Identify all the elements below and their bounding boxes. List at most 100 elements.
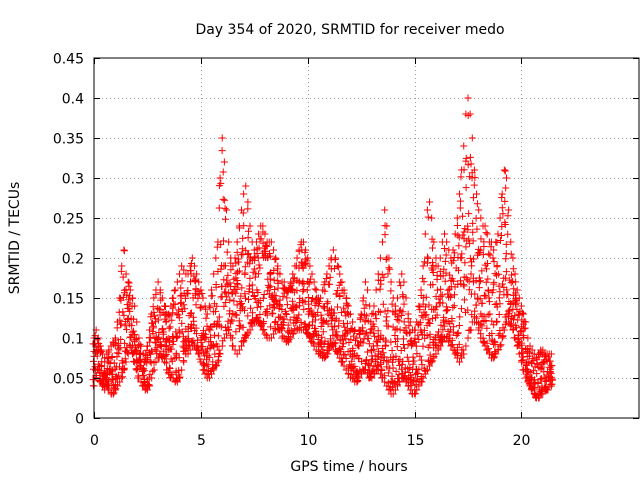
data-point <box>220 262 228 270</box>
data-point <box>460 281 468 289</box>
data-point <box>169 294 177 302</box>
y-tick-label: 0.15 <box>53 292 84 308</box>
data-point <box>479 251 487 259</box>
data-point <box>323 270 331 278</box>
x-tick-label: 5 <box>197 433 206 449</box>
data-point <box>417 378 425 386</box>
data-point <box>194 287 202 295</box>
data-point <box>217 323 225 331</box>
data-point <box>266 270 274 278</box>
data-point <box>502 268 510 276</box>
data-point <box>400 344 408 352</box>
data-point <box>393 316 401 324</box>
data-point <box>456 204 464 212</box>
data-point <box>278 306 286 314</box>
data-point <box>381 342 389 350</box>
data-point <box>216 174 224 182</box>
data-point <box>482 316 490 324</box>
data-point <box>406 318 414 326</box>
data-point <box>517 302 525 310</box>
data-point <box>477 246 485 254</box>
data-point <box>121 355 129 363</box>
data-point <box>114 382 122 390</box>
data-point <box>302 246 310 254</box>
data-point <box>180 301 188 309</box>
data-point <box>384 270 392 278</box>
data-point <box>288 297 296 305</box>
data-point <box>364 286 372 294</box>
y-tick-label: 0.4 <box>62 92 84 108</box>
data-point <box>475 206 483 214</box>
data-point <box>464 161 472 169</box>
data-point <box>483 324 491 332</box>
data-point <box>380 353 388 361</box>
data-point <box>502 250 510 258</box>
data-point <box>235 346 243 354</box>
data-point <box>217 265 225 273</box>
data-point <box>187 267 195 275</box>
data-point <box>119 308 127 316</box>
data-point <box>140 377 148 385</box>
data-point <box>340 286 348 294</box>
data-point <box>154 316 162 324</box>
data-point <box>241 269 249 277</box>
data-point <box>324 320 332 328</box>
data-point <box>306 334 314 342</box>
data-point <box>222 215 230 223</box>
data-point <box>295 311 303 319</box>
data-point <box>257 303 265 311</box>
data-point <box>226 279 234 287</box>
data-point <box>216 350 224 358</box>
data-point <box>191 276 199 284</box>
data-point <box>421 303 429 311</box>
data-point <box>428 244 436 252</box>
data-point <box>411 326 419 334</box>
data-point <box>232 328 240 336</box>
data-point <box>519 309 527 317</box>
data-point <box>242 182 250 190</box>
data-point <box>238 284 246 292</box>
data-point <box>421 311 429 319</box>
data-point <box>107 367 115 375</box>
data-point <box>453 214 461 222</box>
data-point <box>529 380 537 388</box>
data-point <box>504 307 512 315</box>
data-point <box>338 358 346 366</box>
data-point <box>466 153 474 161</box>
data-point <box>218 342 226 350</box>
data-point <box>96 342 104 350</box>
data-point <box>208 370 216 378</box>
data-point <box>439 299 447 307</box>
data-point <box>447 342 455 350</box>
data-point <box>379 300 387 308</box>
data-point <box>93 336 101 344</box>
data-point <box>143 386 151 394</box>
data-point <box>286 316 294 324</box>
y-tick-label: 0.05 <box>53 372 84 388</box>
axis-ticks <box>94 58 639 419</box>
data-point <box>546 357 554 365</box>
data-point <box>194 342 202 350</box>
data-point <box>228 334 236 342</box>
data-point <box>317 322 325 330</box>
data-point <box>269 310 277 318</box>
data-point <box>178 277 186 285</box>
data-point <box>449 277 457 285</box>
data-point <box>542 352 550 360</box>
data-point <box>228 317 236 325</box>
data-point <box>368 374 376 382</box>
data-point <box>166 323 174 331</box>
data-point <box>446 271 454 279</box>
data-point <box>259 294 267 302</box>
data-point <box>350 353 358 361</box>
data-point <box>317 294 325 302</box>
data-point <box>132 365 140 373</box>
data-point <box>485 250 493 258</box>
data-point <box>168 370 176 378</box>
data-point <box>438 338 446 346</box>
data-point <box>496 300 504 308</box>
data-point <box>245 250 253 258</box>
data-point <box>270 330 278 338</box>
data-point <box>396 326 404 334</box>
data-point <box>103 374 111 382</box>
